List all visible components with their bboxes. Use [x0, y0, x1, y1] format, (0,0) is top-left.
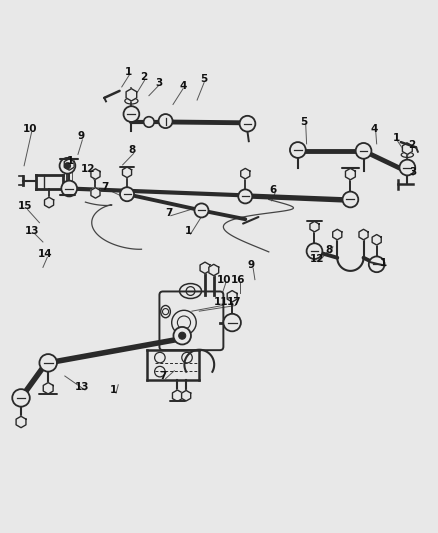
Polygon shape: [91, 169, 100, 179]
Circle shape: [64, 163, 71, 169]
Polygon shape: [333, 229, 342, 240]
Text: 7: 7: [160, 371, 167, 381]
Text: 13: 13: [25, 225, 39, 236]
Text: 5: 5: [200, 75, 207, 84]
Polygon shape: [123, 167, 131, 177]
Text: 4: 4: [371, 124, 378, 134]
Circle shape: [173, 327, 191, 344]
Circle shape: [172, 310, 196, 335]
Text: 3: 3: [155, 77, 162, 87]
Text: 4: 4: [180, 80, 187, 91]
Text: 3: 3: [409, 167, 416, 177]
Circle shape: [124, 106, 139, 122]
Circle shape: [194, 204, 208, 217]
Text: 16: 16: [231, 274, 246, 285]
Circle shape: [223, 314, 241, 332]
Polygon shape: [209, 264, 219, 276]
Circle shape: [120, 187, 134, 201]
Polygon shape: [63, 184, 72, 195]
Circle shape: [12, 389, 30, 407]
Circle shape: [369, 256, 385, 272]
Text: 13: 13: [75, 382, 90, 392]
Text: 9: 9: [77, 132, 84, 141]
Text: 1: 1: [67, 156, 74, 166]
Text: 1: 1: [185, 227, 192, 237]
Polygon shape: [173, 390, 182, 401]
Circle shape: [238, 189, 252, 204]
Polygon shape: [200, 262, 210, 273]
Polygon shape: [227, 290, 237, 302]
Text: 12: 12: [310, 254, 325, 264]
Text: 10: 10: [22, 124, 37, 134]
Text: 7: 7: [102, 182, 109, 192]
Text: 17: 17: [226, 297, 241, 308]
Text: 1: 1: [110, 385, 117, 395]
Polygon shape: [241, 168, 250, 179]
Polygon shape: [359, 229, 368, 240]
Text: 1: 1: [380, 258, 387, 268]
Circle shape: [39, 354, 57, 372]
Text: 15: 15: [18, 201, 33, 212]
Polygon shape: [346, 168, 355, 180]
Circle shape: [240, 116, 255, 132]
Text: 11: 11: [213, 297, 228, 308]
Circle shape: [159, 114, 173, 128]
Polygon shape: [126, 88, 137, 101]
Polygon shape: [45, 197, 53, 208]
Text: 5: 5: [300, 117, 307, 126]
Text: 9: 9: [248, 260, 255, 270]
Text: 10: 10: [216, 274, 231, 285]
Circle shape: [60, 158, 75, 174]
Text: 1: 1: [393, 133, 400, 143]
Polygon shape: [64, 159, 74, 170]
Circle shape: [356, 143, 371, 159]
Polygon shape: [310, 221, 319, 232]
Text: 6: 6: [270, 185, 277, 195]
Text: 2: 2: [408, 140, 415, 150]
Circle shape: [399, 159, 415, 175]
Text: 12: 12: [80, 164, 95, 174]
Polygon shape: [43, 383, 53, 394]
Text: 1: 1: [125, 68, 132, 77]
Circle shape: [343, 191, 358, 207]
Text: 8: 8: [129, 146, 136, 156]
Polygon shape: [91, 188, 100, 198]
Polygon shape: [403, 143, 412, 155]
Polygon shape: [372, 235, 381, 245]
Circle shape: [179, 332, 186, 339]
Circle shape: [290, 142, 306, 158]
Text: 8: 8: [325, 245, 332, 255]
Circle shape: [61, 181, 77, 197]
Polygon shape: [16, 416, 26, 427]
Circle shape: [144, 117, 154, 127]
Text: 14: 14: [38, 249, 53, 259]
Text: 7: 7: [165, 208, 172, 218]
Circle shape: [307, 243, 322, 259]
Text: 2: 2: [140, 72, 147, 82]
Polygon shape: [182, 391, 191, 401]
